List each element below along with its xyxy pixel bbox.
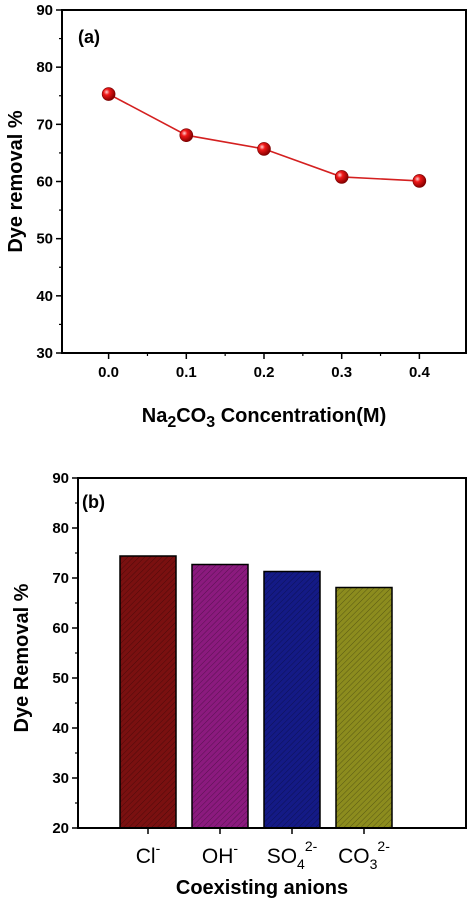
- x-tick-label: 0.1: [176, 364, 197, 381]
- category-label: Cl-: [136, 840, 161, 868]
- y-tick-label: 60: [36, 174, 53, 191]
- y-tick-label: 40: [52, 720, 69, 737]
- x-label-sub-2: 2: [167, 414, 176, 431]
- category-base: SO: [267, 845, 297, 868]
- category-subscript: 3: [370, 856, 378, 872]
- x-tick-label: 0.3: [331, 364, 352, 381]
- category-superscript: -: [233, 840, 238, 856]
- x-label-co: CO: [176, 405, 206, 427]
- data-point: [412, 174, 427, 188]
- category-label: SO42-: [267, 838, 318, 872]
- data-point: [101, 87, 116, 101]
- y-tick-label: 90: [36, 2, 53, 19]
- y-tick-label: 90: [52, 470, 69, 487]
- chart-b-y-axis: 20 30 40 50 60 70 80 90: [52, 470, 78, 837]
- category-label: OH-: [202, 840, 239, 868]
- category-label: CO3 2-: [338, 838, 390, 872]
- chart-a-y-axis-label: Dye removal %: [5, 110, 27, 253]
- chart-b-bars: [119, 555, 393, 829]
- y-tick-label: 30: [52, 770, 69, 787]
- y-tick-label: 50: [52, 670, 69, 687]
- category-subscript: 4: [297, 856, 305, 872]
- data-point: [257, 142, 271, 156]
- category-superscript: 2-: [305, 838, 318, 854]
- bar: [263, 570, 321, 829]
- chart-a-x-axis: 0.0 0.1 0.2 0.3 0.4: [98, 353, 430, 381]
- bar: [335, 586, 393, 829]
- category-superscript: 2-: [377, 838, 390, 854]
- x-tick-label: 0.0: [98, 364, 119, 381]
- x-label-rest: Concentration(M): [215, 405, 386, 427]
- x-tick-label: 0.4: [409, 364, 431, 381]
- data-point: [334, 170, 349, 184]
- y-tick-label: 40: [36, 288, 53, 305]
- chart-b-panel-label: (b): [82, 492, 105, 512]
- y-tick-label: 30: [36, 345, 53, 362]
- category-base: Cl: [136, 845, 156, 868]
- chart-b-frame: [77, 477, 467, 829]
- y-tick-label: 80: [52, 520, 69, 537]
- data-point: [179, 128, 194, 142]
- chart-a-frame: [61, 9, 467, 354]
- chart-a-series-line: [108, 93, 420, 182]
- x-label-na: Na: [142, 405, 168, 427]
- chart-a-x-axis-label: Na2CO3 Concentration(M): [142, 405, 386, 431]
- category-base: OH: [202, 845, 234, 868]
- bar: [191, 563, 249, 829]
- chart-b-y-axis-label: Dye Removal %: [11, 583, 33, 732]
- chart-b-category-labels: Cl- OH- SO42- CO32-: [136, 838, 390, 872]
- x-tick-label: 0.2: [254, 364, 275, 381]
- y-tick-label: 70: [36, 116, 53, 133]
- chart-a: 30 40 50 60 70 80 90 0.0 0.1 0.2 0.3 0.4 (a) Dye r…: [5, 2, 467, 431]
- y-tick-label: 60: [52, 620, 69, 637]
- y-tick-label: 70: [52, 570, 69, 587]
- y-tick-label: 80: [36, 59, 53, 76]
- y-tick-label: 20: [52, 820, 69, 837]
- chart-b-x-axis-label: Coexisting anions: [176, 877, 348, 899]
- chart-a-points: [101, 87, 427, 188]
- category-superscript: -: [156, 840, 161, 856]
- y-tick-label: 50: [36, 231, 53, 248]
- chart-a-panel-label: (a): [78, 27, 100, 47]
- category-base: CO: [338, 845, 370, 868]
- bar: [119, 555, 177, 829]
- x-label-sub-3: 3: [206, 414, 215, 431]
- chart-a-y-axis: 30 40 50 60 70 80 90: [36, 2, 62, 362]
